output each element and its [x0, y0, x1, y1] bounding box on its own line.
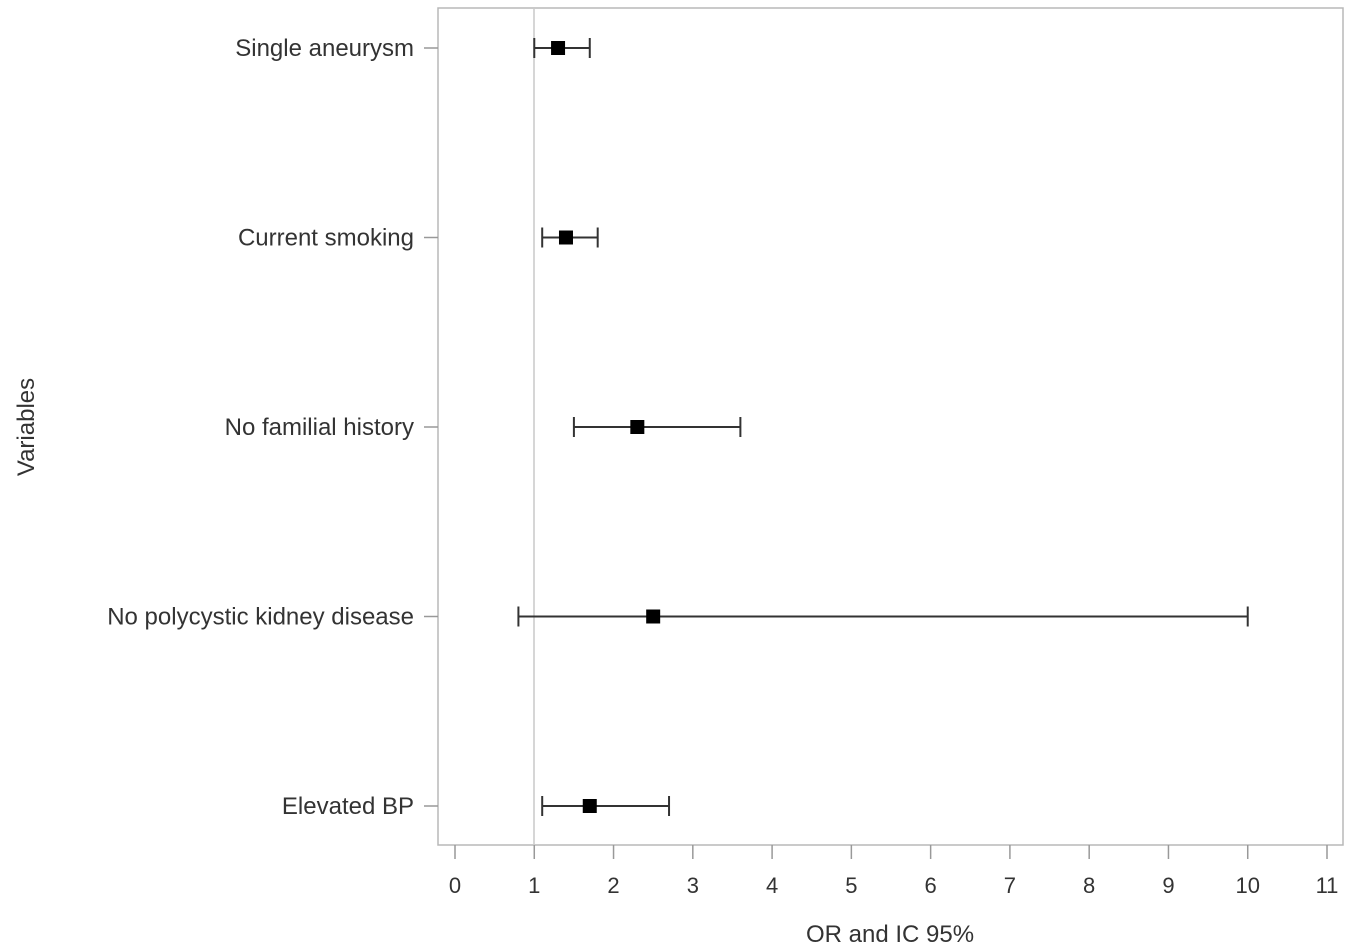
y-axis-tick-labels: Single aneurysm Current smoking No familia…: [107, 35, 414, 820]
x-tick-label: 1: [528, 873, 540, 898]
x-tick-label: 11: [1316, 873, 1339, 898]
x-tick-label: 10: [1235, 873, 1259, 898]
category-label: Current smoking: [238, 225, 414, 252]
x-tick-label: 4: [766, 873, 778, 898]
x-tick-label: 9: [1162, 873, 1174, 898]
x-tick-label: 0: [449, 873, 461, 898]
y-axis-title: Variables: [13, 378, 40, 476]
category-label: No polycystic kidney disease: [107, 604, 414, 631]
x-tick-label: 5: [845, 873, 857, 898]
x-tick-label: 6: [925, 873, 937, 898]
estimate-marker: [630, 420, 645, 434]
category-label: Elevated BP: [282, 793, 414, 820]
estimate-marker: [551, 41, 566, 55]
x-axis-title: OR and IC 95%: [806, 921, 974, 948]
y-axis-ticks: [424, 47, 438, 807]
estimate-markers: [551, 41, 661, 813]
x-axis-ticks: [454, 845, 1328, 859]
estimate-marker: [646, 609, 661, 624]
x-tick-label: 8: [1083, 873, 1095, 898]
category-label: No familial history: [225, 414, 414, 441]
x-tick-label: 7: [1004, 873, 1016, 898]
x-tick-label: 3: [687, 873, 699, 898]
x-tick-label: 2: [607, 873, 619, 898]
x-axis-tick-labels: 0 1 2 3 4 5 6 7 8 9 10 11: [449, 873, 1339, 898]
estimate-marker: [582, 799, 597, 813]
estimate-marker: [558, 230, 573, 245]
category-label: Single aneurysm: [235, 35, 414, 62]
confidence-intervals: [517, 38, 1249, 816]
